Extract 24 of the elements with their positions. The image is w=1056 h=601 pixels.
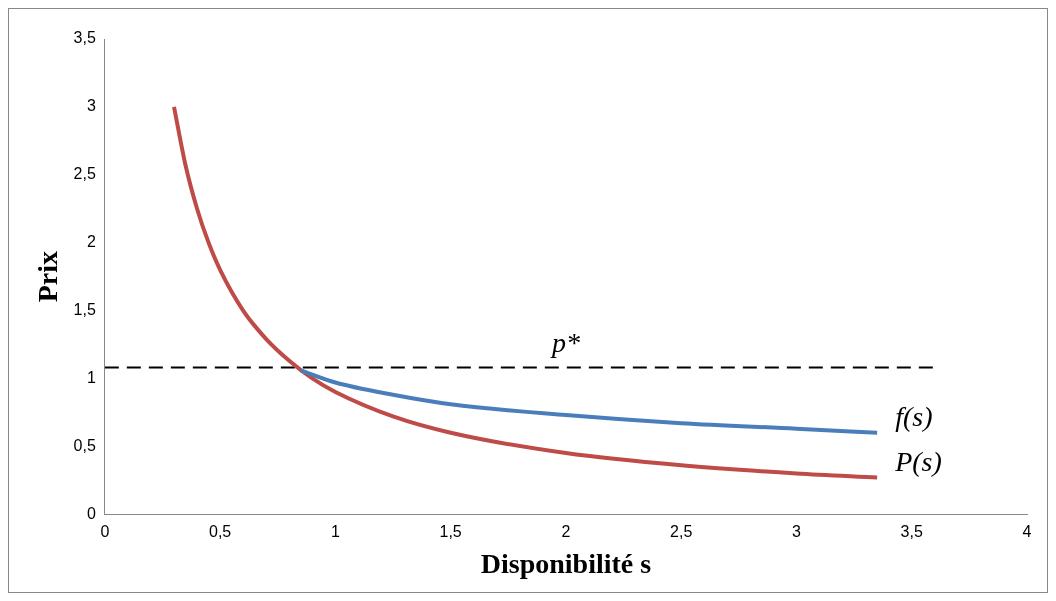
series-label: f(s)	[895, 401, 933, 433]
x-tick-label: 2,5	[670, 523, 693, 541]
x-tick-label: 0	[100, 523, 110, 541]
line-series	[298, 368, 880, 435]
x-tick-label: 3	[792, 523, 802, 541]
series-label: P(s)	[894, 445, 942, 477]
x-tick-label: 2	[561, 523, 571, 541]
y-tick-label: 3,5	[73, 29, 96, 47]
y-tick-label: 2,5	[73, 165, 96, 183]
x-tick-label: 4	[1022, 523, 1032, 541]
x-tick-label: 3,5	[900, 523, 923, 541]
y-tick-label: 0	[86, 504, 96, 522]
x-tick-label: 1	[330, 523, 340, 541]
y-tick-label: 3	[86, 97, 96, 115]
x-tick-label: 1,5	[439, 523, 462, 541]
x-axis-title: Disponibilité s	[480, 548, 652, 580]
annotation: p*	[549, 326, 580, 358]
y-axis-title: Prix	[32, 250, 64, 303]
x-tick-label: 0,5	[208, 523, 232, 541]
y-tick-label: 1	[86, 368, 96, 386]
y-tick-label: 1,5	[73, 300, 96, 318]
y-tick-label: 2	[86, 233, 96, 251]
line-series	[172, 104, 880, 480]
y-tick-label: 0,5	[73, 436, 96, 454]
